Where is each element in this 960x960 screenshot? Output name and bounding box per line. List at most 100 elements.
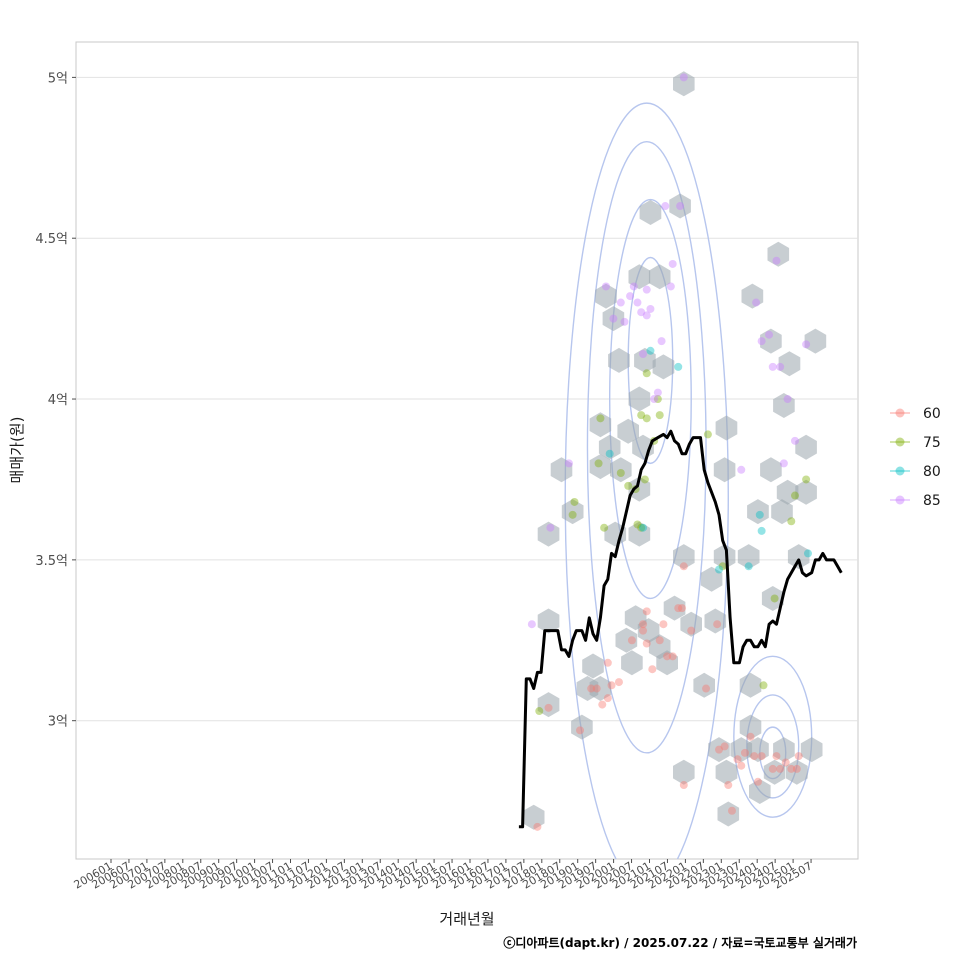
data-point-85 bbox=[783, 395, 792, 404]
data-point-85 bbox=[661, 202, 670, 211]
data-point-85 bbox=[639, 350, 648, 359]
y-tick-label: 4억 bbox=[48, 393, 68, 408]
data-point-60 bbox=[746, 732, 755, 741]
hex-bin bbox=[673, 759, 695, 785]
data-point-85 bbox=[626, 292, 635, 301]
legend-label: 75 bbox=[923, 435, 941, 451]
hex-bin bbox=[800, 737, 823, 763]
data-point-60 bbox=[544, 703, 553, 712]
data-point-85 bbox=[790, 436, 799, 445]
data-point-85 bbox=[657, 337, 666, 346]
legend-label: 80 bbox=[923, 464, 941, 480]
data-point-75 bbox=[642, 369, 651, 378]
caption: ⓒ디아파트(dapt.kr) / 2025.07.22 / 자료=국토교통부 실… bbox=[503, 935, 857, 950]
data-point-60 bbox=[787, 764, 796, 773]
hex-bin bbox=[589, 676, 612, 701]
data-point-60 bbox=[639, 626, 648, 635]
hex-bin bbox=[673, 544, 695, 570]
data-point-85 bbox=[616, 298, 625, 307]
hex-bin bbox=[589, 454, 612, 480]
data-point-85 bbox=[752, 298, 761, 307]
data-point-85 bbox=[633, 298, 642, 307]
hex-bin bbox=[589, 412, 612, 438]
data-point-85 bbox=[653, 388, 662, 397]
y-tick-label: 4.5억 bbox=[35, 232, 68, 247]
hex-bin bbox=[669, 193, 691, 219]
data-point-85 bbox=[776, 362, 785, 371]
data-point-75 bbox=[633, 520, 642, 529]
data-point-60 bbox=[792, 764, 801, 773]
data-point-60 bbox=[679, 781, 688, 790]
data-point-75 bbox=[703, 430, 712, 439]
data-point-75 bbox=[802, 475, 811, 484]
legend-key-point bbox=[895, 495, 905, 505]
data-point-85 bbox=[609, 314, 618, 323]
hex-bin bbox=[602, 306, 625, 332]
data-point-85 bbox=[601, 282, 610, 291]
data-point-60 bbox=[607, 681, 616, 690]
data-point-60 bbox=[776, 764, 785, 773]
data-point-60 bbox=[713, 620, 722, 629]
data-point-60 bbox=[781, 758, 790, 767]
data-point-85 bbox=[757, 337, 766, 346]
density-contour bbox=[733, 655, 813, 818]
data-point-75 bbox=[790, 491, 799, 500]
hex-bin bbox=[747, 499, 769, 525]
data-point-75 bbox=[624, 481, 633, 490]
hex-bin bbox=[747, 737, 769, 763]
data-point-80 bbox=[605, 449, 614, 458]
data-point-60 bbox=[750, 752, 759, 761]
hex-bin bbox=[615, 627, 638, 653]
data-point-85 bbox=[676, 202, 685, 211]
hex-bin bbox=[761, 586, 784, 611]
hex-bin bbox=[608, 347, 630, 373]
hex-bin bbox=[537, 692, 560, 718]
data-point-75 bbox=[787, 517, 796, 526]
hex-bin bbox=[610, 457, 632, 483]
data-point-60 bbox=[737, 761, 746, 770]
data-point-60 bbox=[587, 684, 596, 693]
data-point-75 bbox=[568, 510, 577, 519]
data-point-60 bbox=[720, 742, 729, 751]
data-point-75 bbox=[535, 707, 544, 716]
y-tick-label: 3억 bbox=[48, 715, 68, 730]
hex-bin bbox=[767, 241, 790, 267]
data-point-85 bbox=[650, 395, 659, 404]
data-point-60 bbox=[687, 626, 696, 635]
data-point-60 bbox=[757, 752, 766, 761]
hexbin-layer bbox=[522, 71, 827, 830]
data-point-60 bbox=[639, 620, 648, 629]
hex-bin bbox=[537, 521, 560, 547]
hex-bin bbox=[773, 737, 795, 763]
data-point-60 bbox=[663, 652, 672, 661]
data-point-75 bbox=[600, 523, 609, 532]
data-point-85 bbox=[765, 330, 774, 339]
hex-bin bbox=[621, 650, 643, 676]
data-point-60 bbox=[603, 658, 612, 667]
hex-bin bbox=[604, 521, 627, 547]
hex-bin bbox=[704, 608, 727, 634]
data-point-60 bbox=[659, 620, 668, 629]
data-point-85 bbox=[620, 317, 629, 326]
hex-bin bbox=[713, 544, 736, 570]
hex-bin bbox=[628, 264, 651, 290]
data-point-60 bbox=[753, 777, 762, 786]
hex-bin bbox=[760, 457, 782, 483]
hex-bin bbox=[598, 434, 621, 460]
data-point-60 bbox=[592, 684, 601, 693]
data-point-75 bbox=[718, 562, 727, 571]
data-point-75 bbox=[616, 469, 625, 478]
data-point-85 bbox=[527, 620, 536, 629]
data-point-80 bbox=[715, 565, 724, 574]
hex-bin bbox=[804, 328, 827, 354]
x-axis-title: 거래년월 bbox=[439, 910, 494, 928]
data-point-85 bbox=[779, 459, 788, 468]
data-point-60 bbox=[533, 822, 542, 831]
hex-bin bbox=[749, 779, 771, 804]
moving-average-line bbox=[518, 429, 843, 829]
data-point-60 bbox=[668, 652, 677, 661]
hex-bin bbox=[739, 672, 762, 698]
hex-bin bbox=[637, 618, 660, 644]
hex-bin bbox=[673, 71, 695, 97]
